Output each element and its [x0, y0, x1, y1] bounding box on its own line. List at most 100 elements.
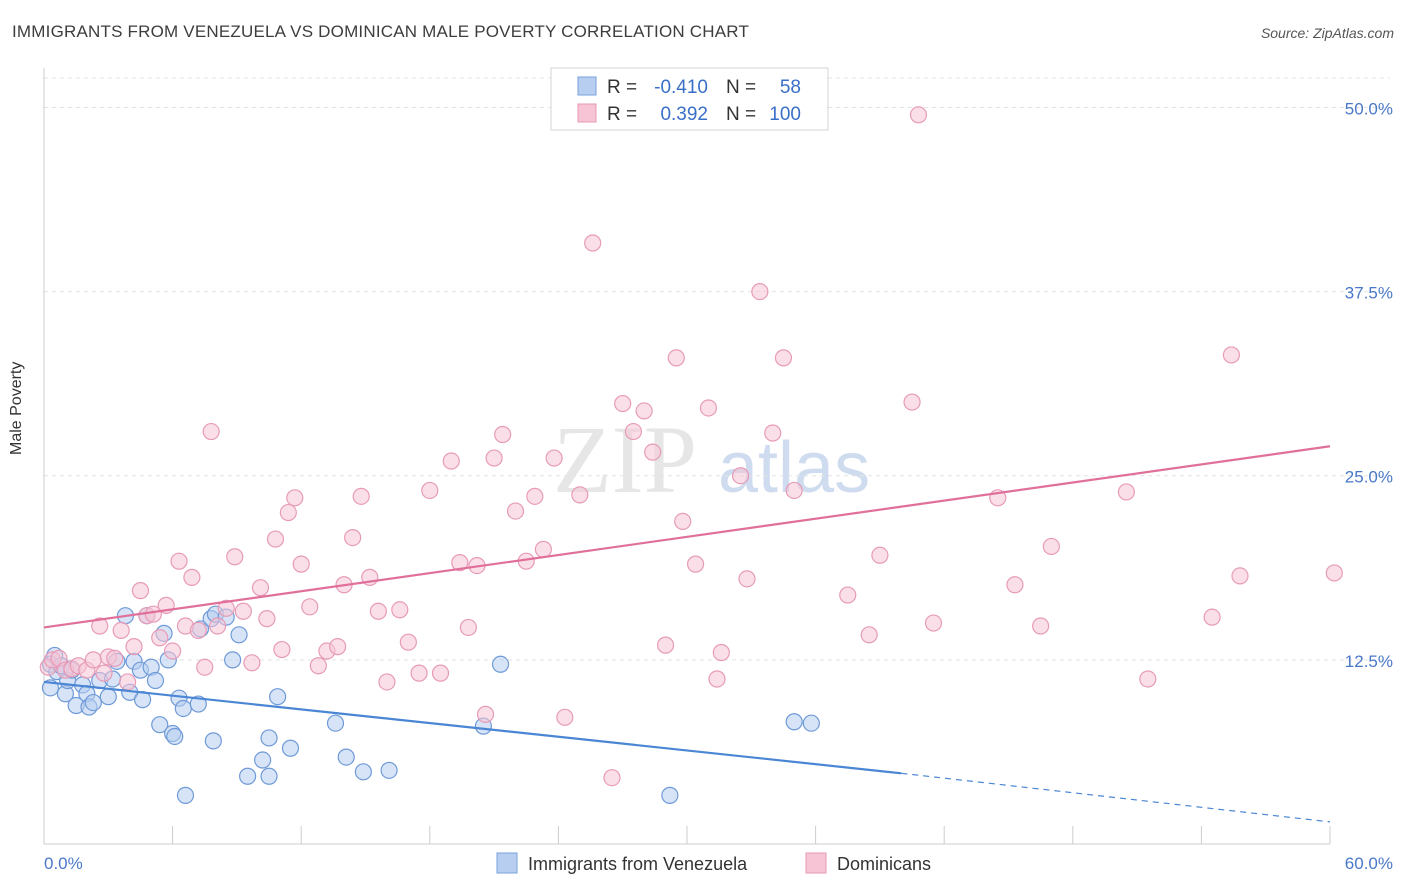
stats-box: R = -0.410 N = 58 R = 0.392 N = 100	[550, 67, 829, 131]
point-dominican	[196, 658, 214, 676]
point-venezuela	[230, 626, 248, 644]
point-dominican	[352, 487, 370, 505]
legend: Immigrants from Venezuela Dominicans	[496, 852, 931, 874]
point-venezuela	[260, 767, 278, 785]
legend-swatch-venezuela	[496, 852, 518, 874]
point-venezuela	[491, 655, 510, 673]
series-dominican	[39, 106, 1343, 787]
point-dominican	[764, 424, 782, 442]
point-venezuela	[326, 714, 345, 732]
point-dominican	[106, 649, 124, 667]
point-dominican	[485, 449, 503, 467]
point-dominican	[279, 503, 297, 522]
point-venezuela	[176, 786, 195, 804]
point-dominican	[534, 540, 552, 558]
point-dominican	[266, 530, 285, 548]
point-dominican	[329, 638, 347, 656]
point-dominican	[839, 586, 857, 604]
stats-r-value: 0.392	[660, 104, 708, 125]
point-dominican	[738, 570, 756, 588]
trend-line-dominican	[43, 445, 1331, 629]
point-venezuela	[189, 695, 207, 713]
point-dominican	[442, 452, 460, 470]
point-dominican	[378, 673, 396, 691]
point-dominican	[1006, 576, 1024, 594]
point-dominican	[871, 546, 889, 564]
point-dominican	[226, 548, 244, 566]
y-tick-label: 12.5%	[1345, 652, 1393, 671]
point-dominican	[909, 106, 928, 124]
stats-n-value: 58	[780, 77, 801, 98]
point-venezuela	[84, 693, 102, 712]
tick-labels: 12.5% 25.0% 37.5% 50.0% 0.0% 60.0%	[44, 99, 1393, 873]
point-dominican	[431, 664, 450, 682]
point-dominican	[410, 664, 428, 682]
point-venezuela	[260, 729, 278, 747]
point-venezuela	[354, 763, 372, 781]
point-dominican	[243, 654, 261, 672]
stats-r-value: -0.410	[654, 77, 708, 98]
point-dominican	[1203, 608, 1221, 626]
point-dominican	[571, 486, 589, 504]
point-dominican	[217, 599, 235, 617]
point-dominican	[1032, 617, 1050, 635]
stats-n-value: 100	[769, 104, 801, 125]
point-venezuela	[151, 716, 169, 734]
point-dominican	[251, 579, 270, 597]
legend-label-dominican: Dominicans	[837, 854, 931, 874]
point-dominican	[301, 598, 319, 616]
y-tick-label: 37.5%	[1345, 284, 1393, 303]
point-dominican	[545, 449, 563, 467]
grid-lines	[44, 77, 1390, 661]
point-dominican	[344, 528, 362, 547]
point-dominican	[476, 705, 495, 723]
point-dominican	[451, 554, 469, 572]
point-dominican	[118, 673, 137, 691]
point-dominican	[391, 601, 409, 619]
point-dominican	[656, 636, 675, 654]
point-venezuela	[337, 748, 355, 766]
point-dominican	[1042, 537, 1060, 556]
point-dominican	[125, 638, 143, 656]
point-dominican	[399, 633, 417, 651]
point-dominican	[209, 617, 227, 635]
point-dominican	[292, 555, 310, 573]
point-dominican	[614, 394, 632, 413]
trend-lines	[43, 445, 1331, 823]
point-dominican	[91, 617, 109, 635]
point-dominican	[860, 626, 878, 644]
point-dominican	[258, 610, 276, 628]
x-tick-label: 60.0%	[1345, 854, 1393, 873]
point-dominican	[699, 399, 718, 417]
point-venezuela	[802, 714, 820, 732]
point-dominican	[674, 512, 692, 530]
point-dominican	[731, 467, 750, 485]
point-dominican	[635, 402, 653, 420]
stats-r-label: R =	[607, 104, 637, 125]
x-tick-label: 0.0%	[44, 854, 83, 873]
point-dominican	[189, 621, 207, 640]
point-dominican	[286, 489, 304, 507]
point-venezuela	[146, 671, 165, 690]
point-dominican	[1222, 346, 1241, 364]
point-dominican	[309, 657, 327, 675]
source-label: Source: ZipAtlas.com	[1260, 25, 1394, 41]
point-dominican	[494, 425, 512, 444]
stats-swatch-dominican	[577, 103, 597, 123]
point-dominican	[421, 481, 439, 500]
point-venezuela	[99, 688, 117, 706]
trend-line-venezuela	[43, 680, 902, 775]
point-dominican	[708, 670, 726, 688]
point-dominican	[526, 487, 544, 505]
point-venezuela	[661, 786, 679, 804]
point-dominican	[506, 502, 525, 520]
point-dominican	[1139, 670, 1157, 688]
point-dominican	[170, 552, 188, 570]
point-dominican	[164, 642, 182, 660]
point-dominican	[785, 481, 803, 500]
point-dominican	[1325, 564, 1343, 582]
stats-r-label: R =	[607, 77, 637, 98]
point-dominican	[95, 664, 113, 682]
point-dominican	[903, 393, 921, 411]
point-dominican	[556, 708, 574, 726]
